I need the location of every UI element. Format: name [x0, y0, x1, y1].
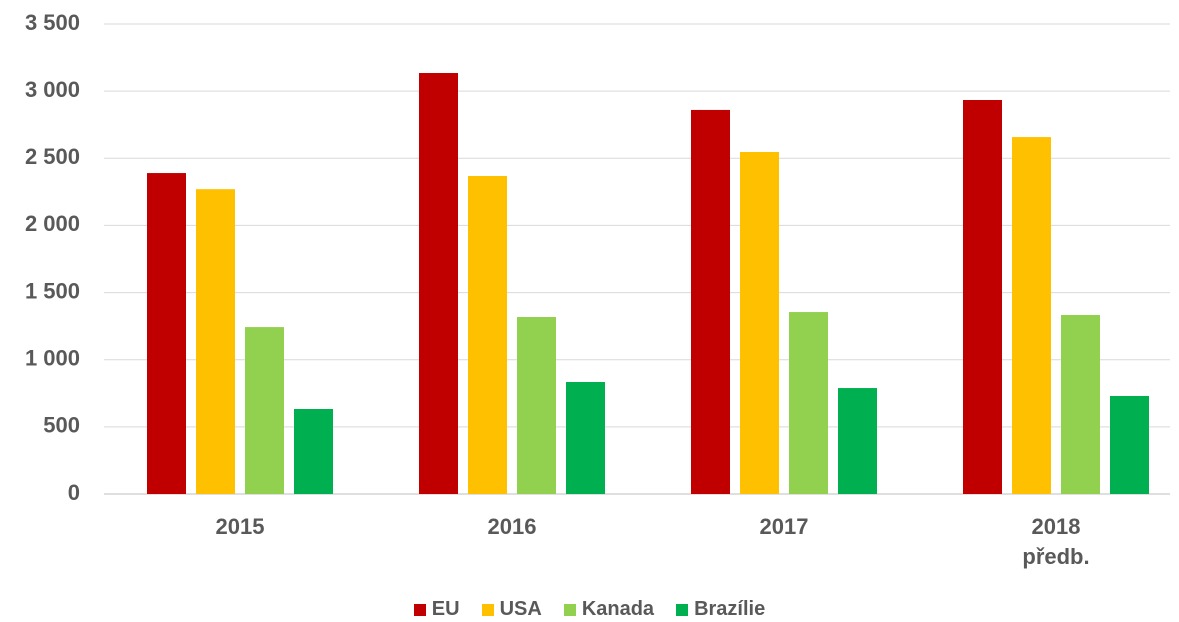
bar: [566, 382, 605, 494]
y-tick-label: 0: [68, 480, 80, 505]
y-tick-label: 1 000: [25, 346, 80, 371]
legend-label: Kanada: [581, 598, 655, 620]
legend-label: USA: [499, 598, 542, 620]
legend-swatch: [676, 603, 689, 616]
bar: [147, 173, 186, 495]
bar: [838, 388, 877, 494]
legend-label: EU: [431, 598, 460, 620]
y-tick-label: 3 500: [25, 10, 80, 35]
bar: [419, 73, 458, 494]
x-tick-label: 2017: [759, 514, 809, 539]
legend-item: Brazílie: [676, 598, 765, 621]
x-tick-label: 2016: [487, 514, 537, 539]
bar: [1012, 137, 1051, 494]
legend-swatch: [481, 603, 494, 616]
legend-item: Kanada: [563, 598, 655, 621]
x-tick-label: 2018 předb.: [1022, 514, 1090, 569]
y-tick-label: 3 000: [25, 77, 80, 102]
bar: [1061, 314, 1100, 494]
bar: [740, 151, 779, 494]
x-tick-label: 2015: [215, 514, 265, 539]
bar: [789, 312, 828, 494]
bar: [196, 189, 235, 494]
legend-item: EU: [413, 598, 460, 621]
bar: [1110, 395, 1149, 494]
bar: [245, 327, 284, 494]
legend-swatch: [413, 603, 426, 616]
y-tick-label: 500: [43, 413, 80, 438]
bar: [468, 176, 507, 495]
legend-swatch: [563, 603, 576, 616]
y-tick-label: 1 500: [25, 278, 80, 303]
y-tick-label: 2 000: [25, 211, 80, 236]
legend-item: USA: [481, 598, 542, 621]
bar: [691, 109, 730, 494]
legend: EU USA Kanada Brazílie: [0, 598, 1179, 621]
bar: [963, 100, 1002, 495]
legend-label: Brazílie: [694, 598, 766, 620]
bar: [294, 408, 333, 494]
y-tick-label: 2 500: [25, 144, 80, 169]
bar: [517, 317, 556, 494]
